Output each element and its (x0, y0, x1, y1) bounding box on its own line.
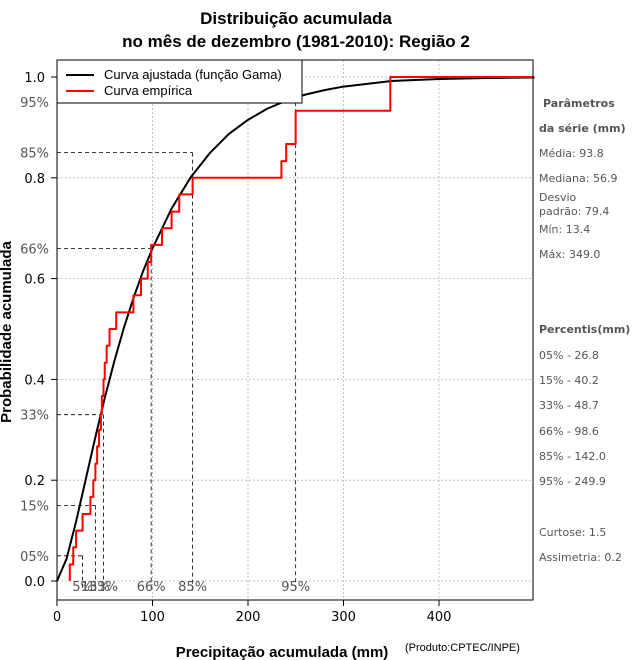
x-tick-label: 0 (53, 610, 61, 625)
percentile-y-label: 15% (20, 499, 49, 514)
x-axis-title: Precipitação acumulada (mm) (176, 644, 389, 660)
x-tick-label: 300 (331, 610, 356, 625)
percentile-y-label: 66% (20, 242, 49, 257)
legend-label-empirical: Curva empírica (104, 83, 193, 98)
credit-label: (Produto:CPTEC/INPE) (405, 642, 520, 654)
y-tick-label: 0.2 (24, 474, 45, 489)
y-tick-label: 0.8 (24, 172, 45, 187)
percentile-guide-lines (57, 101, 297, 591)
percentile-x-label: 66% (137, 580, 166, 595)
legend: Curva ajustada (função Gama) Curva empír… (56, 59, 303, 104)
stat-min: Mín: 13.4 (539, 223, 590, 236)
percentile-x-label: 15% (81, 580, 110, 595)
stat-p95: 95% - 249.9 (539, 475, 606, 488)
y-tick-label: 1.0 (24, 71, 45, 86)
stat-p85: 85% - 142.0 (539, 450, 606, 463)
chart-title-line-2: no mês de dezembro (1981-2010): Região 2 (122, 32, 470, 51)
percentile-x-label: 85% (178, 580, 207, 595)
stat-p66: 66% - 98.6 (539, 425, 599, 438)
percentile-y-label: 95% (20, 96, 49, 111)
x-tick-label: 200 (236, 610, 261, 625)
axes: 0 100 200 300 400 0.0 0.2 0.4 0.6 0.8 1.0 (24, 71, 451, 625)
y-axis-title: Probabilidade acumulada (0, 240, 15, 422)
y-tick-label: 0.0 (24, 575, 45, 590)
stat-p33: 33% - 48.7 (539, 399, 599, 412)
percentile-x-label: 5% (72, 580, 93, 595)
stat-p15: 15% - 40.2 (539, 374, 599, 387)
percentile-y-label: 33% (20, 409, 49, 424)
x-tick-label: 100 (140, 610, 165, 625)
chart-title-line-1: Distribuição acumulada (200, 9, 392, 28)
percentile-y-label: 05% (20, 550, 49, 565)
stat-assimetria: Assimetria: 0.2 (539, 551, 622, 564)
percentis-heading: Percentis(mm) (539, 323, 630, 336)
y-tick-label: 0.4 (24, 373, 45, 388)
statistics-panel: Parâmetros da série (mm) Média: 93.8 Med… (539, 97, 630, 564)
stat-media: Média: 93.8 (539, 147, 604, 160)
params-heading-2: da série (mm) (539, 122, 626, 135)
params-heading-1: Parâmetros (543, 97, 615, 110)
legend-box (56, 59, 303, 104)
stat-curtose: Curtose: 1.5 (539, 526, 606, 539)
y-tick-label: 0.6 (24, 273, 45, 288)
series-fitted-gamma-line (56, 76, 535, 582)
stat-desvio-2: padrão: 79.4 (539, 205, 609, 218)
x-tick-label: 400 (427, 610, 452, 625)
stat-max: Máx: 349.0 (539, 248, 600, 261)
series-empirical-step-line (68, 76, 533, 581)
stat-p05: 05% - 26.8 (539, 349, 599, 362)
percentile-x-label: 95% (281, 580, 310, 595)
percentile-x-label: 33% (89, 580, 118, 595)
stat-mediana: Mediana: 56.9 (539, 172, 617, 185)
stat-desvio-1: Desvio (539, 191, 577, 204)
legend-label-fitted: Curva ajustada (função Gama) (104, 67, 282, 82)
percentile-labels: 05%5%15%15%33%33%66%66%85%85%95%95% (20, 96, 310, 595)
series-group (56, 76, 535, 582)
percentile-y-label: 85% (20, 147, 49, 162)
